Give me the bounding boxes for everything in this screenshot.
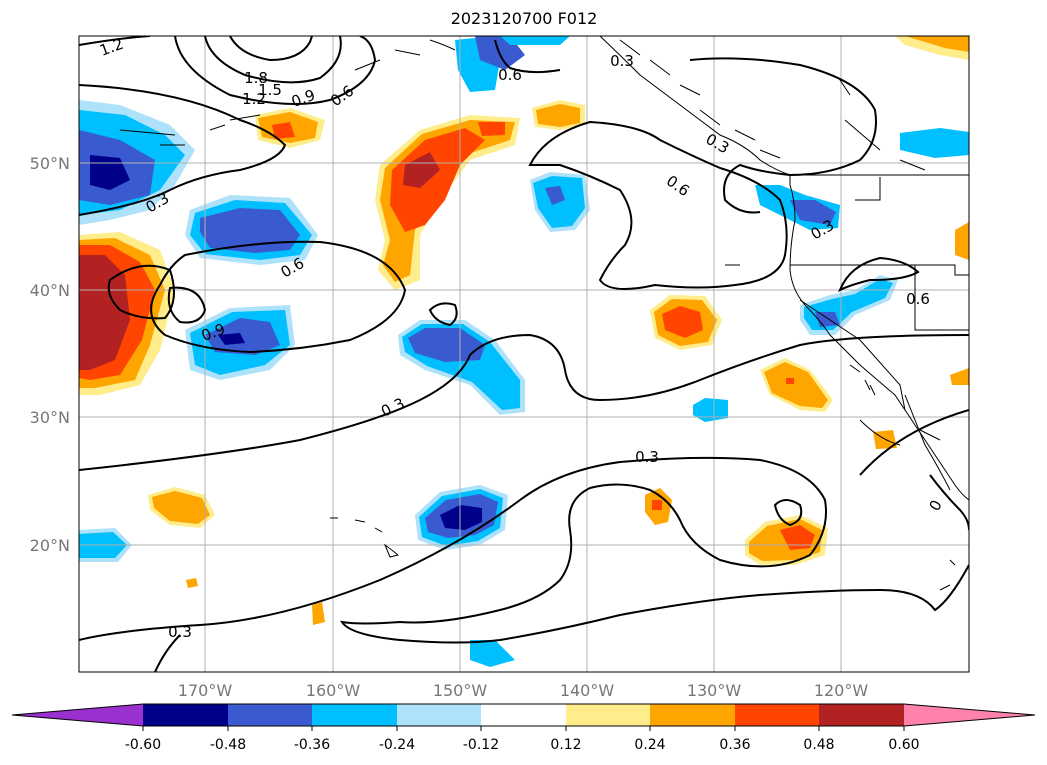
positive-anomaly-small-5 — [955, 222, 969, 260]
colorbar-tick-label: 0.36 — [719, 737, 750, 753]
lon-label: 160°W — [306, 681, 361, 700]
lon-label: 130°W — [687, 681, 742, 700]
contour-lines — [79, 36, 969, 672]
graticule — [79, 36, 969, 672]
lon-label: 140°W — [560, 681, 615, 700]
positive-anomaly-23n-134w-core — [652, 500, 662, 510]
colorbar-segment — [143, 704, 228, 726]
colorbar-tick-label: 0.12 — [550, 737, 581, 753]
colorbar-segment — [650, 704, 735, 726]
colorbar-tick-label: -0.24 — [379, 737, 415, 753]
map-title: 2023120700 F012 — [450, 9, 598, 28]
negative-anomaly-31n-131w — [693, 398, 728, 422]
lon-label: 150°W — [433, 681, 488, 700]
colorbar-tick-label: 0.60 — [888, 737, 919, 753]
coastlines — [119, 36, 969, 591]
colorbar-segment — [397, 704, 481, 726]
map-frame — [78, 35, 970, 673]
longitude-labels: 170°W 160°W 150°W 140°W 130°W 120°W — [178, 681, 869, 700]
negative-anomaly-small-1 — [470, 640, 515, 667]
colorbar-tick-label: -0.12 — [463, 737, 499, 753]
positive-anomaly-33n-125w — [760, 358, 833, 412]
negative-anomaly-47n-143w — [530, 172, 590, 232]
lon-label: 120°W — [814, 681, 869, 700]
contour-label: 0.3 — [610, 52, 634, 70]
colorbar-segment — [735, 704, 819, 726]
colorbar-segment — [481, 704, 566, 726]
contour-label: 1.5 — [258, 81, 282, 99]
lat-label: 30°N — [30, 408, 70, 427]
colorbar-extend-left — [12, 704, 143, 726]
contour-label: 0.6 — [906, 290, 930, 308]
contour-label: 1.8 — [244, 69, 268, 87]
colorbar-tick-label: -0.36 — [294, 737, 330, 753]
colorbar-extend-right — [904, 704, 1035, 726]
latitude-labels: 50°N 40°N 30°N 20°N — [30, 154, 70, 555]
positive-anomaly-top-right-core — [905, 36, 969, 52]
negative-anomaly-hawaii — [415, 485, 508, 550]
colorbar-segment — [566, 704, 650, 726]
positive-anomaly-22n-168w-core — [152, 491, 210, 524]
contour-label: 0.3 — [168, 623, 192, 641]
negative-anomaly-37n-167w — [185, 305, 295, 380]
positive-anomaly-small-2 — [186, 578, 198, 588]
contour-label: 1.2 — [242, 90, 266, 108]
lat-label: 20°N — [30, 536, 70, 555]
negative-anomaly-top — [500, 36, 570, 45]
colorbar-tick-label: -0.48 — [210, 737, 246, 753]
positive-anomaly-20n-124w — [745, 515, 828, 565]
negative-anomaly-bc — [900, 128, 969, 158]
positive-anomaly-38n-133w — [650, 295, 722, 350]
colorbar-segment — [312, 704, 397, 726]
positive-anomaly-small-1 — [312, 602, 325, 625]
negative-anomaly-38n-150w — [398, 320, 525, 415]
map-fields — [79, 36, 969, 672]
positive-anomaly-55n-143w-core — [536, 104, 580, 127]
colorbar-tick-label: 0.24 — [634, 737, 665, 753]
colorbar: -0.60 -0.48 -0.36 -0.24 -0.12 0.12 0.24 … — [11, 703, 1036, 753]
negative-anomaly-pnw-core — [790, 200, 836, 225]
negative-anomaly-45n-165w — [185, 195, 318, 265]
colorbar-ticks — [142, 726, 905, 731]
positive-anomaly-small-4 — [950, 368, 969, 385]
colorbar-tick-label: -0.60 — [125, 737, 161, 753]
contour-label: 0.6 — [498, 66, 522, 84]
lat-label: 50°N — [30, 154, 70, 173]
lon-label: 170°W — [178, 681, 233, 700]
colorbar-tick-label: 0.48 — [803, 737, 834, 753]
colorbar-segment — [228, 704, 312, 726]
lat-label: 40°N — [30, 281, 70, 300]
positive-anomaly-48n-152w — [375, 115, 520, 290]
contour-label: 0.3 — [635, 448, 659, 466]
colorbar-segment — [819, 704, 904, 726]
